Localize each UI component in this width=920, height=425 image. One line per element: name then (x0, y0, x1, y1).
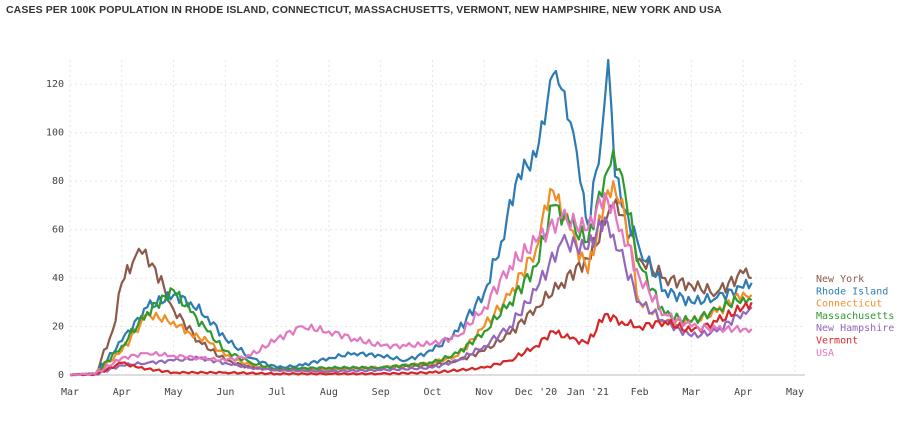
legend-entry: Massachusetts (816, 311, 894, 322)
legend-entry: New York (816, 274, 864, 285)
series-line-new-hampshire (70, 216, 753, 377)
y-tick-label: 100 (46, 128, 64, 139)
series-line-usa (69, 192, 753, 377)
x-tick-label: Feb (631, 387, 649, 398)
x-tick-label: Jun (216, 387, 234, 398)
y-tick-label: 120 (46, 79, 64, 90)
x-tick-label: Mar (682, 387, 700, 398)
grid (69, 60, 805, 376)
legend-entry: USA (816, 348, 834, 359)
legend-entry: New Hampshire (816, 323, 894, 334)
x-tick-label: Aug (320, 387, 338, 398)
series-line-rhode-island (70, 58, 753, 377)
series-line-massachusetts (69, 148, 753, 377)
series-line-vermont (70, 301, 753, 377)
legend-entry: Vermont (816, 336, 858, 347)
y-tick-label: 20 (52, 322, 64, 333)
chart-title: CASES PER 100K POPULATION IN RHODE ISLAN… (6, 4, 722, 16)
x-tick-label: Jul (268, 387, 286, 398)
y-tick-label: 80 (52, 176, 64, 187)
x-tick-label: May (786, 387, 804, 398)
x-tick-label: Sep (372, 387, 390, 398)
legend-entry: Connecticut (816, 299, 882, 310)
x-tick-label: Jan '21 (567, 387, 609, 398)
legend-entry: Rhode Island (816, 286, 888, 297)
x-tick-label: Apr (734, 387, 752, 398)
y-axis: 0 20 40 60 80 100 120 (46, 79, 64, 381)
y-tick-label: 60 (52, 225, 64, 236)
series-lines (69, 58, 753, 377)
y-tick-label: 40 (52, 273, 64, 284)
x-tick-label: May (165, 387, 183, 398)
x-axis: Mar Apr May Jun Jul Aug Sep Oct Nov Dec '20 Jan '2… (61, 387, 804, 398)
x-tick-label: Oct (423, 387, 441, 398)
x-tick-label: Dec '20 (515, 387, 557, 398)
y-tick-label: 0 (58, 370, 64, 381)
x-tick-label: Mar (61, 387, 79, 398)
x-tick-label: Nov (475, 387, 493, 398)
x-tick-label: Apr (113, 387, 131, 398)
